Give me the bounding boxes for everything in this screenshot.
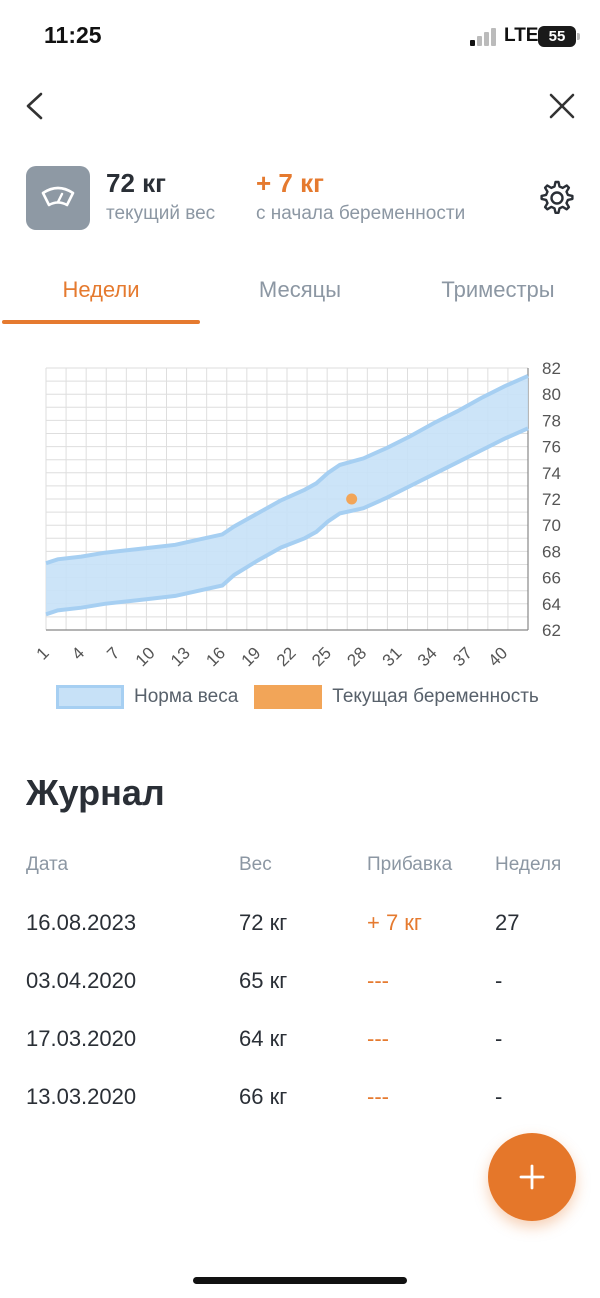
- legend-label-current: Текущая беременность: [332, 686, 539, 707]
- x-tick-label: 22: [273, 643, 300, 670]
- battery-icon: 55: [538, 26, 580, 47]
- weight-chart: 62 64 66 68 70 72 74 76 78 80 82 1 4 7 10 13 16 19 22 25 28 3…: [33, 359, 561, 670]
- row-date: 16.08.2023: [26, 910, 137, 935]
- row-gain: + 7 кг: [367, 910, 422, 935]
- current-weight-point: [346, 493, 358, 505]
- add-weight-button[interactable]: [488, 1133, 576, 1221]
- legend-swatch-norm: [56, 685, 124, 709]
- x-tick-label: 28: [343, 643, 370, 670]
- current-weight-label: текущий вес: [106, 203, 216, 224]
- row-date: 03.04.2020: [26, 968, 137, 993]
- row-week: -: [495, 1084, 503, 1109]
- chart-grid: [45, 367, 529, 631]
- row-week: 27: [495, 910, 520, 935]
- chart-legend: Норма веса Текущая беременность: [56, 684, 539, 710]
- weight-gain-value: + 7 кг: [256, 168, 324, 198]
- x-tick-label: 10: [132, 643, 159, 670]
- legend-label-norm: Норма веса: [134, 686, 239, 707]
- header-weight: Вес: [239, 854, 272, 875]
- header-week: Неделя: [495, 854, 562, 875]
- y-tick-label: 72: [542, 490, 561, 509]
- close-button[interactable]: [540, 84, 584, 128]
- x-tick-label: 13: [167, 643, 194, 670]
- period-tabs: Недели Месяцы Триместры: [0, 262, 600, 326]
- row-gain: ---: [367, 968, 389, 993]
- y-tick-label: 62: [542, 621, 561, 640]
- y-tick-label: 74: [542, 464, 561, 483]
- weight-gain-label: с начала беременности: [256, 203, 466, 224]
- tab-weeks[interactable]: Недели: [62, 277, 140, 302]
- row-gain: ---: [367, 1026, 389, 1051]
- y-tick-label: 76: [542, 438, 561, 457]
- x-tick-label: 7: [103, 643, 123, 663]
- signal-icon: [470, 28, 496, 46]
- scale-icon: [26, 166, 90, 230]
- norm-band-lower-line: [45, 426, 529, 617]
- x-tick-label: 37: [449, 643, 476, 670]
- row-date: 17.03.2020: [26, 1026, 137, 1051]
- row-weight: 65 кг: [239, 968, 288, 993]
- header-date: Дата: [26, 854, 69, 875]
- x-tick-label: 31: [379, 643, 406, 670]
- row-week: -: [495, 1026, 503, 1051]
- x-tick-label: 4: [68, 643, 88, 663]
- y-tick-label: 68: [542, 542, 561, 561]
- y-tick-label: 66: [542, 569, 561, 588]
- settings-button[interactable]: [536, 177, 578, 219]
- x-tick-label: 1: [33, 643, 53, 663]
- x-tick-label: 19: [238, 643, 265, 670]
- network-type: LTE: [504, 25, 539, 46]
- x-tick-label: 16: [202, 643, 229, 670]
- tab-trimesters[interactable]: Триместры: [441, 277, 555, 302]
- x-tick-label: 40: [485, 643, 512, 670]
- gear-icon: [540, 180, 574, 214]
- row-weight: 66 кг: [239, 1084, 288, 1109]
- close-icon: [549, 93, 575, 119]
- header-gain: Прибавка: [367, 854, 453, 875]
- home-indicator: [193, 1277, 407, 1284]
- row-gain: ---: [367, 1084, 389, 1109]
- y-tick-label: 82: [542, 359, 561, 378]
- table-row[interactable]: 16.08.2023 72 кг + 7 кг 27: [0, 910, 600, 950]
- table-row[interactable]: 03.04.2020 65 кг --- -: [0, 968, 600, 1008]
- x-tick-label: 25: [308, 643, 335, 670]
- y-tick-label: 70: [542, 516, 561, 535]
- legend-swatch-current: [254, 685, 323, 709]
- chevron-left-icon: [26, 92, 43, 120]
- y-tick-label: 80: [542, 385, 561, 404]
- table-row[interactable]: 13.03.2020 66 кг --- -: [0, 1084, 600, 1124]
- row-date: 13.03.2020: [26, 1084, 137, 1109]
- row-weight: 64 кг: [239, 1026, 288, 1051]
- journal-title: Журнал: [26, 772, 165, 813]
- plus-icon: [519, 1164, 545, 1190]
- status-bar: 11:25 LTE 55: [0, 0, 600, 72]
- norm-band-area: [46, 375, 528, 615]
- back-button[interactable]: [12, 84, 56, 128]
- table-row[interactable]: 17.03.2020 64 кг --- -: [0, 1026, 600, 1066]
- current-weight-value: 72 кг: [106, 168, 166, 198]
- status-time: 11:25: [44, 22, 102, 48]
- norm-band-upper-line: [45, 374, 529, 566]
- row-week: -: [495, 968, 503, 993]
- tab-months[interactable]: Месяцы: [258, 277, 342, 302]
- row-weight: 72 кг: [239, 910, 288, 935]
- x-tick-label: 34: [414, 643, 441, 670]
- y-tick-label: 78: [542, 411, 561, 430]
- active-tab-indicator: [2, 320, 200, 324]
- y-tick-label: 64: [542, 595, 561, 614]
